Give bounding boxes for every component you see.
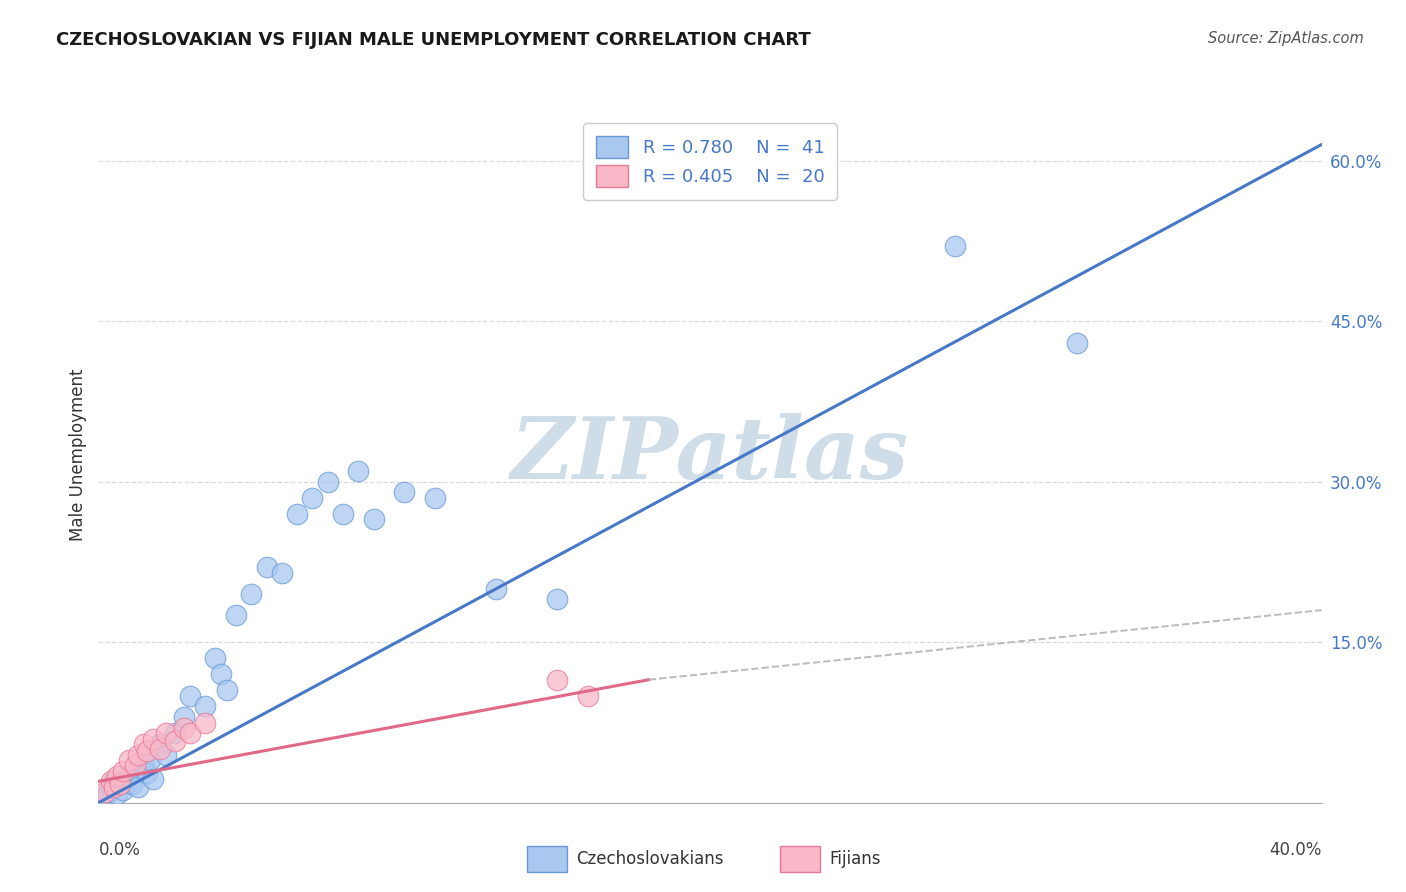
Point xyxy=(1066,335,1088,350)
Point xyxy=(209,667,232,681)
Point xyxy=(97,785,120,799)
Point xyxy=(134,758,156,772)
Point xyxy=(139,753,162,767)
Point xyxy=(93,785,115,799)
Point xyxy=(103,780,125,794)
Point xyxy=(111,783,134,797)
Point xyxy=(127,747,149,762)
Point xyxy=(204,651,226,665)
Point xyxy=(105,787,128,801)
Point xyxy=(546,673,568,687)
Point xyxy=(100,780,122,794)
Text: ZIPatlas: ZIPatlas xyxy=(510,413,910,497)
Point xyxy=(142,731,165,746)
Point xyxy=(215,683,238,698)
Point xyxy=(392,485,416,500)
Point xyxy=(108,776,131,790)
Point xyxy=(105,769,128,783)
Point xyxy=(316,475,339,489)
Point xyxy=(173,721,195,735)
Point xyxy=(93,790,115,805)
Point xyxy=(256,560,278,574)
Point xyxy=(121,776,143,790)
Point xyxy=(163,733,186,747)
Point xyxy=(194,715,217,730)
Text: Czechoslovakians: Czechoslovakians xyxy=(576,850,724,868)
Point xyxy=(347,464,370,478)
Text: 40.0%: 40.0% xyxy=(1270,841,1322,859)
Text: 0.0%: 0.0% xyxy=(98,841,141,859)
Point xyxy=(142,772,165,787)
Point xyxy=(124,764,146,778)
Point xyxy=(118,769,141,783)
Point xyxy=(100,774,122,789)
Point xyxy=(124,758,146,772)
Point xyxy=(179,689,201,703)
Legend: R = 0.780    N =  41, R = 0.405    N =  20: R = 0.780 N = 41, R = 0.405 N = 20 xyxy=(583,123,837,200)
Point xyxy=(163,726,186,740)
Point xyxy=(115,772,138,787)
Text: Source: ZipAtlas.com: Source: ZipAtlas.com xyxy=(1208,31,1364,46)
Point xyxy=(136,744,159,758)
Point xyxy=(285,507,308,521)
Point xyxy=(301,491,323,505)
Point xyxy=(179,726,201,740)
Point xyxy=(103,774,125,789)
Point xyxy=(136,765,159,780)
Point xyxy=(576,689,599,703)
Point xyxy=(118,753,141,767)
Text: Fijians: Fijians xyxy=(830,850,882,868)
Point xyxy=(127,780,149,794)
Point xyxy=(134,737,156,751)
Point xyxy=(149,742,172,756)
Point xyxy=(423,491,446,505)
Point xyxy=(240,587,263,601)
Y-axis label: Male Unemployment: Male Unemployment xyxy=(69,368,87,541)
Point xyxy=(149,737,172,751)
Point xyxy=(155,726,177,740)
Point xyxy=(111,764,134,778)
Point xyxy=(363,512,385,526)
Point xyxy=(225,608,247,623)
Point xyxy=(108,776,131,790)
Point xyxy=(943,239,966,253)
Point xyxy=(155,747,177,762)
Point xyxy=(194,699,217,714)
Point xyxy=(270,566,292,580)
Point xyxy=(332,507,354,521)
Point xyxy=(546,592,568,607)
Text: CZECHOSLOVAKIAN VS FIJIAN MALE UNEMPLOYMENT CORRELATION CHART: CZECHOSLOVAKIAN VS FIJIAN MALE UNEMPLOYM… xyxy=(56,31,811,49)
Point xyxy=(485,582,508,596)
Point xyxy=(173,710,195,724)
